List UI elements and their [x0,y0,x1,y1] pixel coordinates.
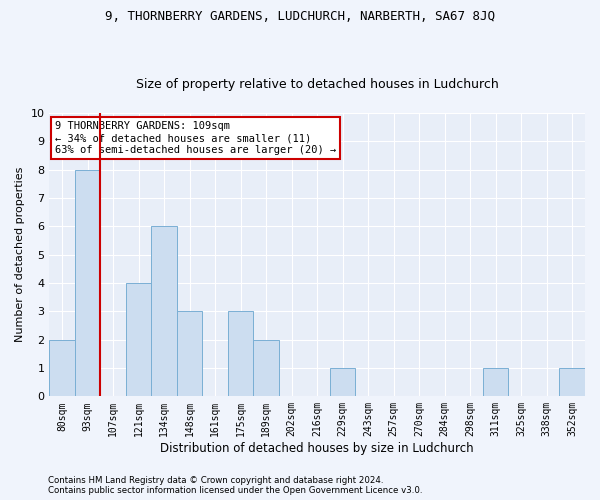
Text: Contains HM Land Registry data © Crown copyright and database right 2024.
Contai: Contains HM Land Registry data © Crown c… [48,476,422,495]
Bar [151,226,177,396]
Bar [330,368,355,396]
Bar [253,340,279,396]
Bar [483,368,508,396]
Bar [228,312,253,396]
Bar [126,283,151,397]
Bar [75,170,100,396]
Bar [49,340,75,396]
Y-axis label: Number of detached properties: Number of detached properties [15,167,25,342]
Bar [177,312,202,396]
Text: 9 THORNBERRY GARDENS: 109sqm
← 34% of detached houses are smaller (11)
63% of se: 9 THORNBERRY GARDENS: 109sqm ← 34% of de… [55,122,336,154]
Title: Size of property relative to detached houses in Ludchurch: Size of property relative to detached ho… [136,78,499,91]
Text: 9, THORNBERRY GARDENS, LUDCHURCH, NARBERTH, SA67 8JQ: 9, THORNBERRY GARDENS, LUDCHURCH, NARBER… [105,10,495,23]
X-axis label: Distribution of detached houses by size in Ludchurch: Distribution of detached houses by size … [160,442,474,455]
Bar [559,368,585,396]
